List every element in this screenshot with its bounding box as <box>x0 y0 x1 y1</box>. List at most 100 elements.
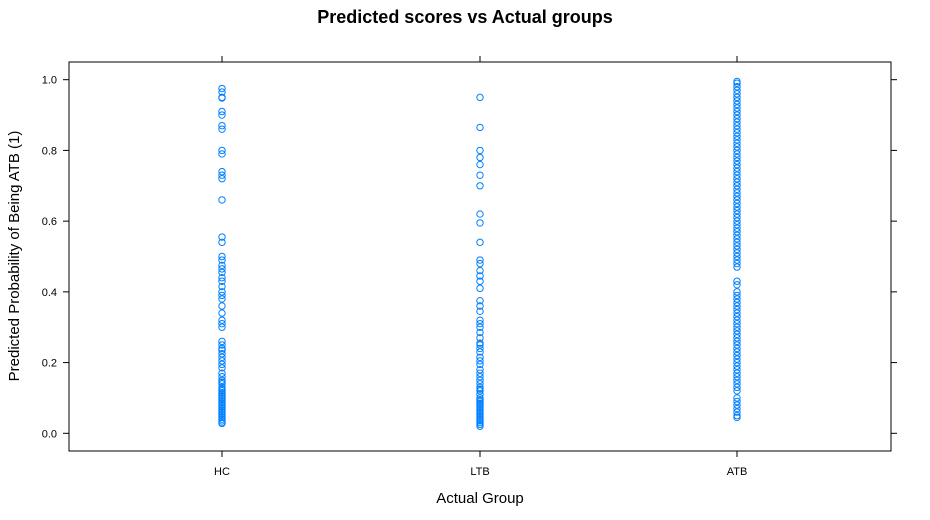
data-point-atb <box>733 93 741 102</box>
data-point-atb <box>733 171 741 179</box>
data-point-atb <box>733 376 741 384</box>
data-point-hc <box>218 337 226 346</box>
data-point-ltb <box>476 171 484 179</box>
data-point-atb <box>733 259 741 268</box>
data-point-atb <box>733 252 741 261</box>
data-point-hc <box>218 302 226 310</box>
data-point-atb <box>733 79 741 87</box>
data-point-atb <box>733 146 741 155</box>
data-point-hc <box>218 346 226 354</box>
data-point-atb <box>733 167 741 176</box>
data-point-hc <box>218 252 226 261</box>
data-point-hc <box>218 171 226 179</box>
data-point-atb <box>733 157 741 165</box>
data-point-ltb <box>476 353 484 361</box>
x-tick-label: HC <box>214 466 230 478</box>
data-point-atb <box>733 256 741 264</box>
data-point-atb <box>733 164 741 172</box>
data-point-atb <box>733 334 741 342</box>
data-point-ltb <box>476 93 484 102</box>
x-tick-label: ATB <box>727 466 748 478</box>
data-point-atb <box>733 341 741 349</box>
data-point-ltb <box>476 297 484 305</box>
data-point-hc <box>218 316 226 324</box>
data-point-atb <box>733 217 741 225</box>
data-point-ltb <box>476 284 484 293</box>
data-point-hc <box>218 107 226 116</box>
data-point-hc <box>218 419 226 428</box>
data-point-hc <box>218 121 226 130</box>
data-point-hc <box>218 357 226 365</box>
data-point-hc <box>218 111 226 119</box>
data-point-hc <box>218 364 226 372</box>
data-point-atb <box>733 118 741 126</box>
data-point-atb <box>733 245 741 254</box>
data-point-atb <box>733 323 741 331</box>
data-point-hc <box>218 261 226 270</box>
y-tick-label: 1.0 <box>42 75 57 87</box>
data-point-atb <box>733 178 741 186</box>
data-points <box>218 77 741 430</box>
data-point-atb <box>733 295 741 303</box>
data-point-atb <box>733 196 741 204</box>
data-point-ltb <box>476 373 484 381</box>
y-tick-label: 0.8 <box>42 145 57 157</box>
y-tick-label: 0.6 <box>42 216 57 228</box>
data-point-atb <box>733 206 741 215</box>
data-point-atb <box>733 365 741 374</box>
data-point-atb <box>733 90 741 98</box>
x-axis-label: Actual Group <box>436 490 524 507</box>
data-point-ltb <box>476 369 484 377</box>
data-point-hc <box>218 277 226 285</box>
data-point-atb <box>733 401 741 409</box>
data-point-atb <box>733 383 741 392</box>
data-point-hc <box>218 256 226 264</box>
data-point-hc <box>218 238 226 247</box>
data-point-hc <box>218 309 226 317</box>
data-point-atb <box>733 413 741 422</box>
data-point-atb <box>733 291 741 300</box>
data-point-atb <box>733 316 741 324</box>
data-point-hc <box>218 323 226 331</box>
data-point-hc <box>218 380 226 388</box>
data-point-ltb <box>476 316 484 324</box>
data-point-atb <box>733 302 741 310</box>
data-point-ltb <box>476 256 484 264</box>
data-point-hc <box>218 353 226 361</box>
data-point-atb <box>733 330 741 338</box>
data-point-ltb <box>476 344 484 353</box>
data-point-atb <box>733 249 741 257</box>
data-point-atb <box>733 199 741 208</box>
data-point-hc <box>218 94 226 102</box>
data-point-atb <box>733 189 741 197</box>
axis-ticks: 0.0 0.2 0.4 0.6 0.8 1.0 HC LTB ATB <box>42 56 897 478</box>
data-point-ltb <box>476 146 484 155</box>
data-point-atb <box>733 305 741 314</box>
data-point-atb <box>733 327 741 335</box>
data-point-atb <box>733 394 741 402</box>
data-point-hc <box>218 150 226 158</box>
data-point-atb <box>733 298 741 307</box>
data-point-ltb <box>476 238 484 247</box>
data-point-atb <box>733 231 741 239</box>
data-point-atb <box>733 351 741 360</box>
data-point-atb <box>733 235 741 243</box>
data-point-ltb <box>476 376 484 384</box>
data-point-atb <box>733 83 741 91</box>
data-point-ltb <box>476 360 484 369</box>
data-point-ltb <box>476 302 484 310</box>
data-point-hc <box>218 84 226 93</box>
data-point-hc <box>218 341 226 349</box>
data-point-ltb <box>476 334 484 342</box>
data-point-atb <box>733 132 741 140</box>
data-point-atb <box>733 121 741 130</box>
y-tick-label: 0.2 <box>42 358 57 370</box>
data-point-ltb <box>476 123 484 132</box>
data-point-atb <box>733 228 741 236</box>
data-point-atb <box>733 104 741 112</box>
data-point-atb <box>733 136 741 144</box>
data-point-hc <box>218 373 226 381</box>
data-point-hc <box>218 268 226 277</box>
data-point-atb <box>733 86 741 94</box>
